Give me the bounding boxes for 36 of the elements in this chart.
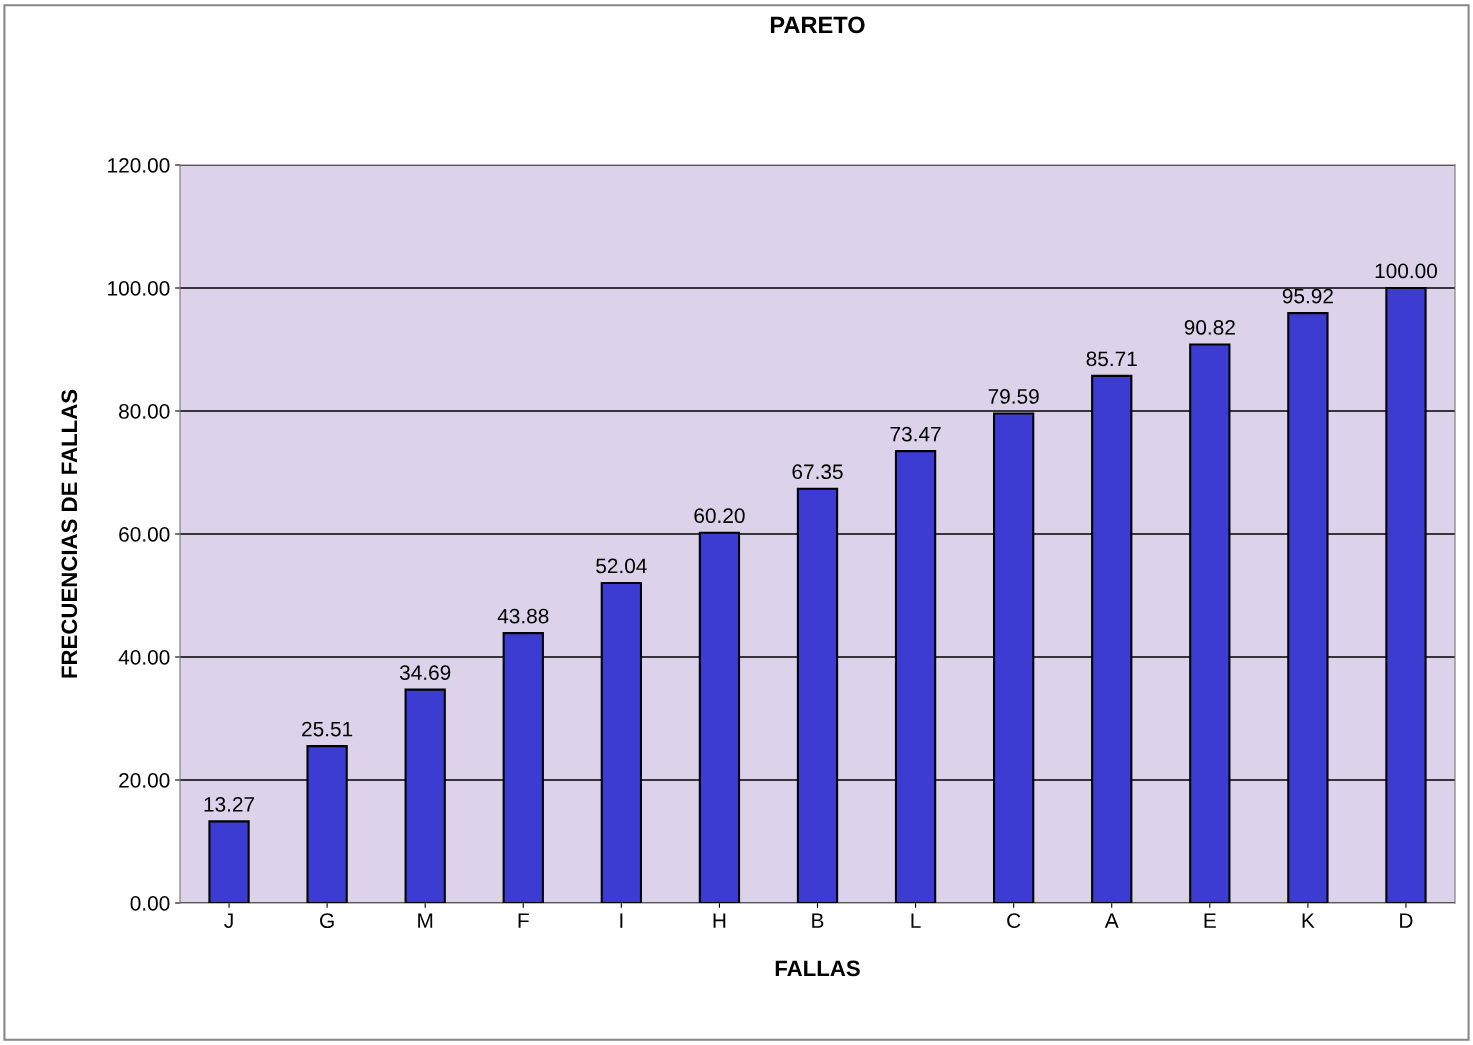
x-tick-label: A [1104,913,1119,928]
x-tick-label: J [224,913,233,929]
x-tick-label: H [713,913,726,928]
data-label: 13.27 [204,796,255,812]
data-label: 95.92 [1282,288,1333,304]
y-tick-label: 20.00 [119,773,170,788]
data-label: 60.20 [694,508,745,524]
x-tick-label: G [320,913,334,929]
x-tick-label: E [1204,913,1216,928]
x-tick-label: M [418,913,433,928]
data-label: 67.35 [792,464,843,480]
x-tick-label: I [620,913,623,928]
data-label: 43.88 [497,608,549,624]
y-axis-title: FRECUENCIAS DE FALLAS [61,389,78,678]
y-tick-label: 40.00 [118,650,170,665]
data-label: 52.04 [596,558,647,574]
x-tick-label: F [518,913,529,928]
data-label: 85.71 [1086,351,1137,367]
y-tick-label: 0.00 [130,896,170,911]
x-tick-label: L [911,913,921,928]
data-label: 73.47 [890,426,941,442]
data-label: 25.51 [302,721,353,737]
data-label: 79.59 [988,389,1039,404]
x-tick-label: C [1007,913,1021,929]
y-tick-label: 100.00 [108,281,170,296]
data-label: 90.82 [1184,320,1235,335]
y-tick-label: 60.00 [119,527,170,542]
x-tick-label: K [1302,913,1315,928]
data-label: 100.00 [1375,263,1438,279]
data-label: 34.69 [399,665,451,680]
x-tick-label: D [1400,913,1413,928]
x-tick-label: B [812,913,824,928]
x-axis-title: FALLAS [775,960,860,977]
y-tick-label: 80.00 [119,404,170,419]
chart-title: PARETO [770,16,865,34]
y-tick-label: 120.00 [108,158,170,173]
